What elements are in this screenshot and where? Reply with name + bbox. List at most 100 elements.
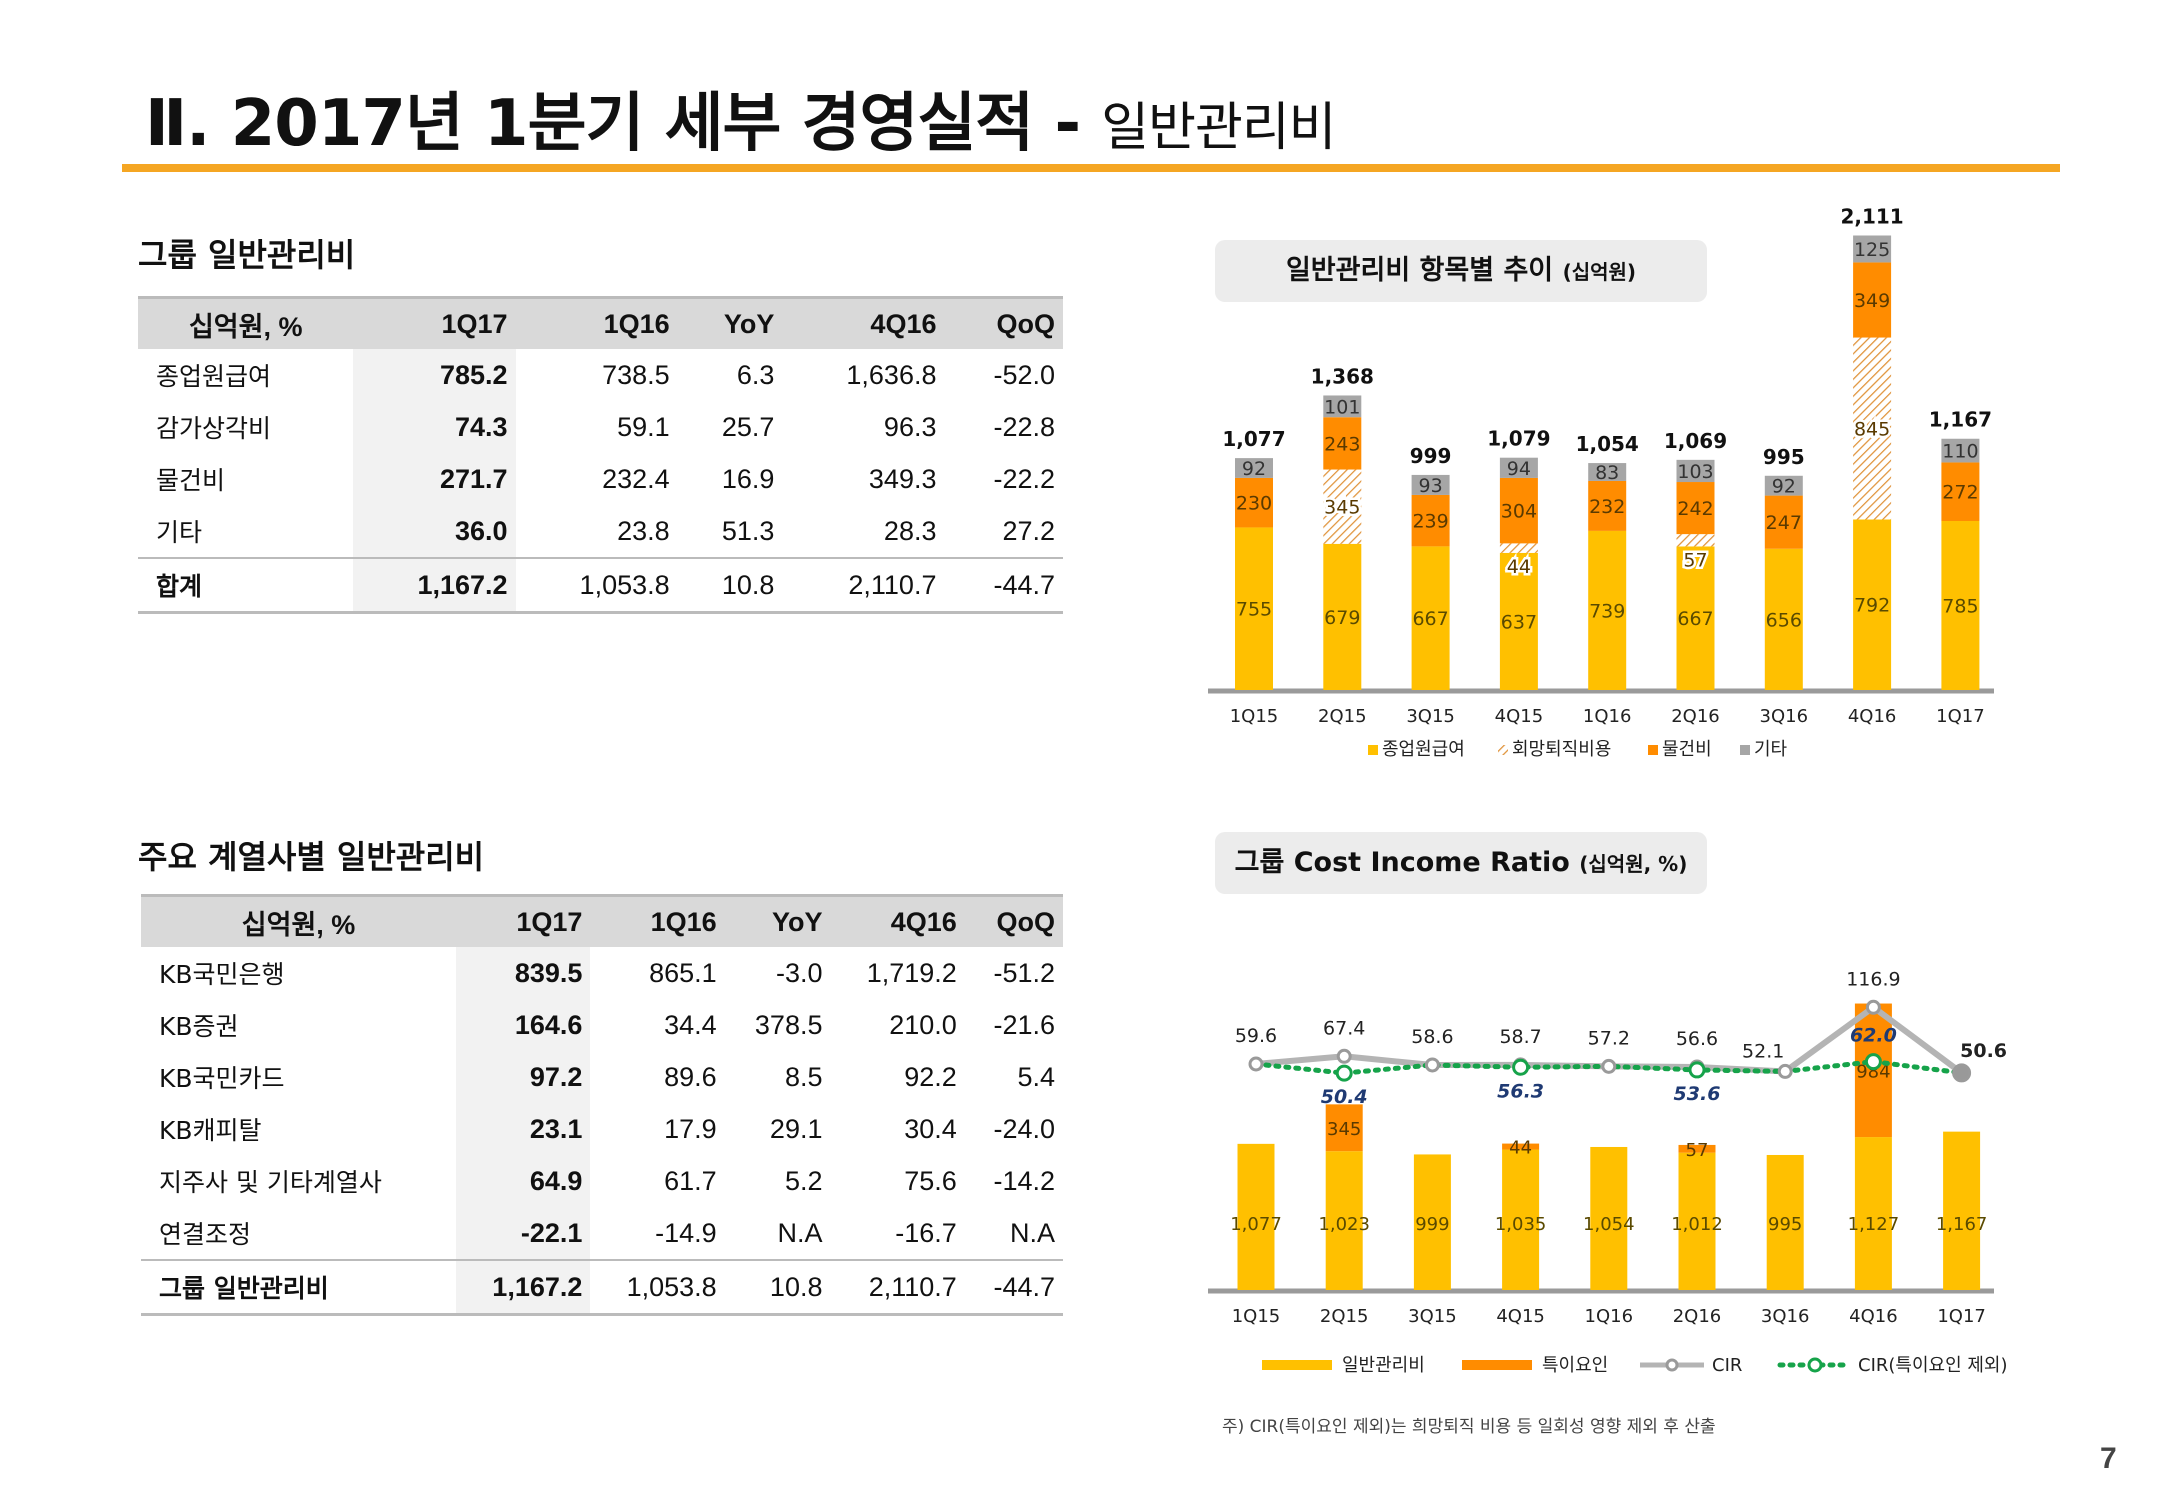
data-label: 110: [1942, 441, 1978, 463]
bar-segment: [1499, 552, 1538, 690]
cell: 27.2: [1002, 515, 1055, 546]
legend-swatch: [1262, 1360, 1332, 1370]
row-label: 합계: [138, 557, 354, 613]
data-label: 1,167: [1936, 1214, 1988, 1235]
bar-segment: [1853, 337, 1892, 520]
bar-segment: [1764, 475, 1803, 496]
legend-label: 회망퇴직비용: [1512, 739, 1611, 760]
x-tick-label: 3Q16: [1761, 1306, 1810, 1327]
col-header: 십억원, %: [138, 297, 354, 349]
x-tick-label: 4Q16: [1849, 1306, 1898, 1327]
section-title-group-ga: 그룹 일반관리비: [138, 236, 356, 274]
bar-ga: [1678, 1152, 1716, 1290]
legend-swatch: [1665, 1358, 1679, 1372]
x-tick-label: 1Q15: [1230, 706, 1279, 727]
data-label: 999: [1415, 1214, 1449, 1235]
cell: 210.0: [889, 1009, 957, 1040]
total-label: 1,368: [1311, 364, 1374, 388]
cir-point: [1777, 1063, 1793, 1079]
data-label: 679: [1324, 607, 1360, 629]
cell: -22.1: [456, 1207, 591, 1260]
bar-segment: [1588, 480, 1627, 531]
x-tick-label: 3Q16: [1760, 706, 1809, 727]
x-tick-label: 1Q16: [1583, 706, 1632, 727]
cir-point: [1952, 1063, 1972, 1083]
x-tick-label: 1Q15: [1232, 1306, 1281, 1327]
cell: 785.2: [353, 349, 516, 401]
col-header: YoY: [677, 297, 783, 349]
bar-ga: [1325, 1151, 1363, 1290]
data-label: 656: [1766, 609, 1802, 631]
x-tick-label: 4Q15: [1496, 1306, 1545, 1327]
cir-adj-point: [1512, 1058, 1530, 1076]
table-row: 물건비 271.7 232.4 16.9 349.3 -22.2: [138, 453, 1063, 505]
total-label: 1,077: [1222, 427, 1285, 451]
data-label: 349: [1854, 290, 1890, 312]
row-label: KB국민카드: [159, 1064, 285, 1093]
data-label: 1,077: [1230, 1214, 1282, 1235]
cell: 6.3: [736, 359, 775, 390]
data-label: 242: [1677, 498, 1713, 520]
cell: 2,110.7: [830, 1259, 965, 1315]
bar-segment: [1411, 546, 1450, 690]
data-label: 792: [1854, 595, 1890, 617]
total-label: 1,054: [1576, 432, 1639, 456]
data-label: 345: [1324, 497, 1360, 519]
x-tick-label: 2Q16: [1671, 706, 1720, 727]
cell: -14.2: [993, 1165, 1055, 1196]
cell: 232.4: [602, 463, 670, 494]
bar-segment: [1764, 495, 1803, 549]
data-label: 1,054: [1583, 1214, 1635, 1235]
cell: -14.9: [655, 1217, 717, 1248]
cell: 30.4: [904, 1113, 957, 1144]
legend-swatch: [1648, 745, 1658, 755]
data-label: 44: [1507, 556, 1531, 578]
cell: 865.1: [649, 957, 717, 988]
data-label: 272: [1942, 482, 1978, 504]
cir-label: 58.6: [1411, 1026, 1453, 1048]
bar-segment: [1235, 477, 1273, 528]
bar-segment: [1323, 417, 1362, 470]
cell: -44.7: [964, 1259, 1063, 1315]
cell: 1,053.8: [590, 1259, 725, 1315]
bar-ga: [1590, 1146, 1628, 1290]
total-row: 합계 1,167.2 1,053.8 10.8 2,110.7 -44.7: [138, 557, 1063, 613]
cir-adj-label: 53.6: [1674, 1083, 1721, 1105]
data-label: 239: [1412, 511, 1448, 533]
bar-ga: [1413, 1154, 1451, 1290]
legend-label: 물건비: [1662, 739, 1712, 760]
cir-label: 116.9: [1846, 968, 1900, 990]
col-header: 1Q16: [590, 895, 725, 947]
cell: 5.2: [784, 1165, 823, 1196]
page-title: Ⅱ. 2017년 1분기 세부 경영실적 - 일반관리비: [145, 87, 1337, 161]
x-tick-label: 3Q15: [1406, 706, 1455, 727]
page-number: 7: [2100, 1442, 2117, 1475]
x-tick-label: 2Q15: [1320, 1306, 1369, 1327]
cell: -44.7: [944, 557, 1063, 613]
table-row: 연결조정 -22.1 -14.9 N.A -16.7 N.A: [141, 1207, 1063, 1260]
x-tick-label: 3Q15: [1408, 1306, 1457, 1327]
col-header: 1Q17: [353, 297, 516, 349]
row-label: KB증권: [159, 1012, 239, 1041]
x-tick-label: 1Q17: [1937, 1306, 1986, 1327]
data-label: 232: [1589, 496, 1625, 518]
x-tick-label: 1Q16: [1585, 1306, 1634, 1327]
cell: 17.9: [664, 1113, 717, 1144]
bar-segment: [1676, 534, 1715, 547]
cell: -51.2: [993, 957, 1055, 988]
data-label: 92: [1772, 476, 1796, 498]
cell: -3.0: [775, 957, 823, 988]
cell: -22.8: [993, 411, 1055, 442]
table-row: 지주사 및 기타계열사 64.9 61.7 5.2 75.6 -14.2: [141, 1155, 1063, 1207]
data-label: 995: [1768, 1214, 1802, 1235]
bar-segment: [1588, 463, 1627, 481]
bar-segment: [1235, 527, 1273, 690]
cell: 378.5: [754, 1009, 823, 1040]
bar-segment: [1411, 474, 1450, 495]
footnote: 주) CIR(특이요인 제외)는 희망퇴직 비용 등 일회성 영향 제외 후 산…: [1222, 1417, 1716, 1437]
data-label: 755: [1236, 599, 1272, 621]
cir-point: [1336, 1048, 1352, 1064]
data-label: 345: [1327, 1119, 1361, 1140]
